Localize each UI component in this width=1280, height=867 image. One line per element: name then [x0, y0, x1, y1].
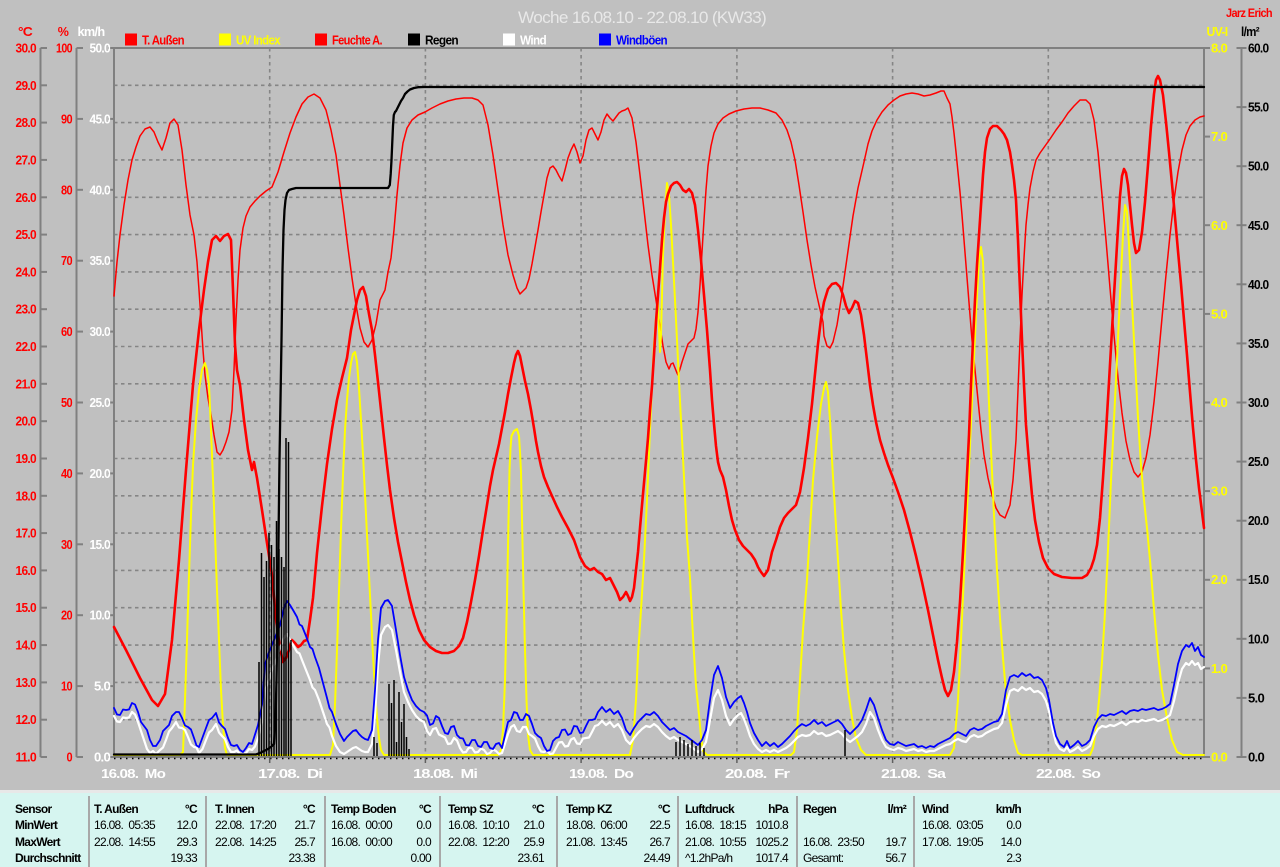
svg-text:30: 30 [61, 538, 73, 552]
svg-text:50: 50 [61, 396, 73, 410]
svg-text:18.0: 18.0 [16, 489, 37, 503]
svg-text:Regen: Regen [425, 34, 458, 48]
svg-text:T. Außen: T. Außen [142, 34, 184, 48]
svg-text:30.0: 30.0 [90, 325, 111, 339]
svg-text:10.0: 10.0 [1248, 632, 1269, 646]
svg-text:90: 90 [61, 112, 73, 126]
svg-text:l/m²: l/m² [1241, 25, 1259, 39]
svg-text:30.0: 30.0 [16, 42, 37, 56]
svg-text:7.0: 7.0 [1211, 130, 1228, 144]
svg-text:29.0: 29.0 [16, 79, 37, 93]
svg-text:40: 40 [61, 467, 73, 481]
svg-text:UV-I: UV-I [1207, 25, 1228, 39]
svg-text:25.0: 25.0 [1248, 455, 1269, 469]
svg-text:14.0: 14.0 [16, 639, 37, 653]
svg-text:1.0: 1.0 [1211, 662, 1228, 676]
svg-text:Jarz Erich: Jarz Erich [1226, 6, 1272, 20]
svg-text:60.0: 60.0 [1248, 42, 1269, 56]
svg-text:26.0: 26.0 [16, 191, 37, 205]
svg-text:Wind: Wind [520, 34, 546, 48]
svg-text:10.0: 10.0 [90, 609, 111, 623]
svg-text:21.0: 21.0 [16, 377, 37, 391]
svg-text:20: 20 [61, 609, 73, 623]
svg-text:25.0: 25.0 [16, 228, 37, 242]
svg-text:13.0: 13.0 [16, 676, 37, 690]
svg-text:28.0: 28.0 [16, 116, 37, 130]
svg-text:60: 60 [61, 325, 73, 339]
svg-text:19.0: 19.0 [16, 452, 37, 466]
svg-text:0.0: 0.0 [1248, 751, 1265, 765]
svg-text:11.0: 11.0 [16, 751, 37, 765]
svg-text:17.08. Di: 17.08. Di [258, 767, 322, 781]
svg-text:0.0: 0.0 [94, 751, 111, 765]
svg-text:55.0: 55.0 [1248, 101, 1269, 115]
svg-text:40.0: 40.0 [90, 183, 111, 197]
svg-text:17.0: 17.0 [16, 527, 37, 541]
svg-text:%: % [58, 25, 69, 39]
svg-text:°C: °C [18, 25, 33, 39]
svg-text:45.0: 45.0 [1248, 219, 1269, 233]
svg-text:30.0: 30.0 [1248, 396, 1269, 410]
svg-text:3.0: 3.0 [1211, 485, 1228, 499]
svg-text:80: 80 [61, 183, 73, 197]
svg-text:22.08. So: 22.08. So [1036, 767, 1101, 781]
svg-text:35.0: 35.0 [1248, 337, 1269, 351]
svg-text:50.0: 50.0 [90, 42, 111, 56]
svg-text:12.0: 12.0 [16, 713, 37, 727]
svg-text:2.0: 2.0 [1211, 573, 1228, 587]
svg-text:20.0: 20.0 [16, 415, 37, 429]
svg-text:24.0: 24.0 [16, 265, 37, 279]
svg-text:22.0: 22.0 [16, 340, 37, 354]
svg-text:19.08. Do: 19.08. Do [569, 767, 634, 781]
svg-text:20.0: 20.0 [1248, 514, 1269, 528]
svg-text:km/h: km/h [78, 25, 105, 39]
svg-text:15.0: 15.0 [1248, 573, 1269, 587]
svg-text:20.08. Fr: 20.08. Fr [725, 767, 790, 781]
svg-text:Windböen: Windböen [616, 34, 667, 48]
svg-text:40.0: 40.0 [1248, 278, 1269, 292]
svg-text:8.0: 8.0 [1211, 42, 1228, 56]
svg-text:4.0: 4.0 [1211, 396, 1228, 410]
svg-text:27.0: 27.0 [16, 153, 37, 167]
svg-text:6.0: 6.0 [1211, 219, 1228, 233]
svg-text:5.0: 5.0 [1248, 691, 1265, 705]
svg-text:15.0: 15.0 [16, 601, 37, 615]
svg-text:16.08. Mo: 16.08. Mo [101, 767, 166, 781]
svg-text:70: 70 [61, 254, 73, 268]
svg-text:16.0: 16.0 [16, 564, 37, 578]
svg-text:20.0: 20.0 [90, 467, 111, 481]
svg-text:25.0: 25.0 [90, 396, 111, 410]
svg-text:45.0: 45.0 [90, 112, 111, 126]
svg-text:15.0: 15.0 [90, 538, 111, 552]
svg-text:Woche 16.08.10 - 22.08.10 (KW3: Woche 16.08.10 - 22.08.10 (KW33) [518, 8, 766, 27]
svg-text:23.0: 23.0 [16, 303, 37, 317]
svg-text:0: 0 [67, 751, 73, 765]
svg-text:50.0: 50.0 [1248, 160, 1269, 174]
svg-text:UV Index: UV Index [236, 34, 281, 48]
svg-text:18.08. Mi: 18.08. Mi [413, 767, 477, 781]
svg-text:100: 100 [56, 42, 73, 56]
svg-text:5.0: 5.0 [1211, 307, 1228, 321]
svg-text:10: 10 [61, 680, 73, 694]
svg-text:35.0: 35.0 [90, 254, 111, 268]
svg-text:0.0: 0.0 [1211, 751, 1228, 765]
svg-text:5.0: 5.0 [94, 680, 111, 694]
svg-text:Feuchte A.: Feuchte A. [332, 34, 382, 48]
svg-text:21.08. Sa: 21.08. Sa [881, 767, 947, 781]
